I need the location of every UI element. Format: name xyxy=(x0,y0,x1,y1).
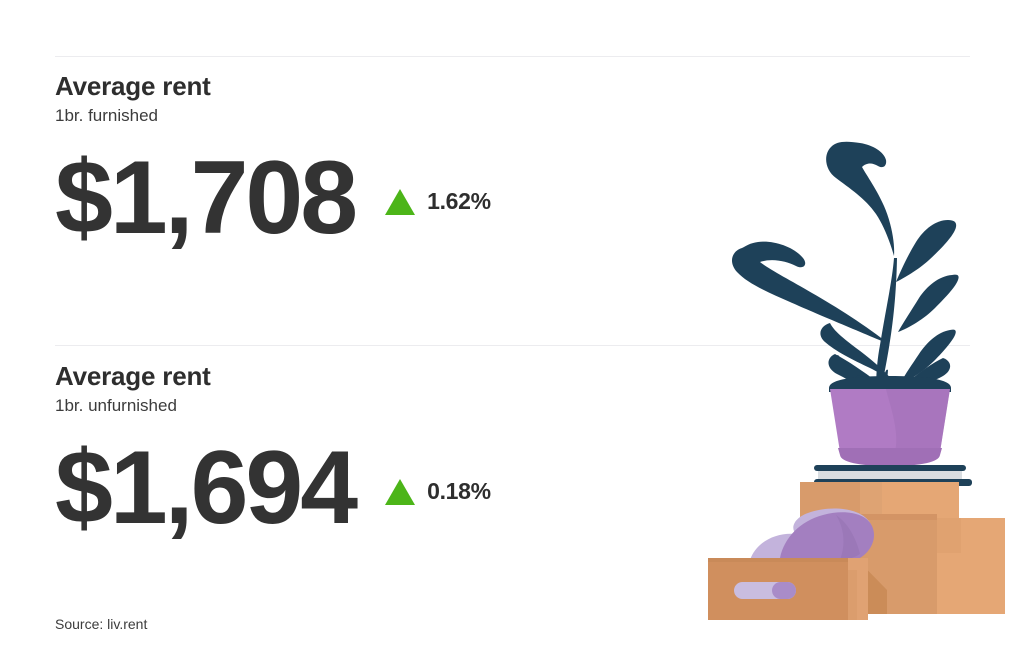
stat-value-furnished: $1,708 xyxy=(55,140,358,257)
stat-block-furnished: Average rent 1br. furnished $1,708 1.62% xyxy=(55,71,491,257)
stat-change-unfurnished: 0.18% xyxy=(385,478,491,505)
stat-value-unfurnished: $1,694 xyxy=(55,430,358,547)
stat-block-unfurnished: Average rent 1br. unfurnished $1,694 0.1… xyxy=(55,361,491,547)
moving-boxes-with-potted-plant-illustration xyxy=(690,130,1010,620)
triangle-up-icon xyxy=(385,478,416,505)
stat-title-unfurnished: Average rent xyxy=(55,361,211,391)
divider-middle xyxy=(55,345,970,346)
change-percent-furnished: 1.62% xyxy=(427,188,491,215)
change-percent-unfurnished: 0.18% xyxy=(427,478,491,505)
plant-icon xyxy=(731,141,959,395)
plant-pot xyxy=(829,376,951,466)
stat-row-unfurnished: $1,694 0.18% xyxy=(55,430,491,547)
stat-row-furnished: $1,708 1.62% xyxy=(55,140,491,257)
source-note: Source: liv.rent xyxy=(55,616,148,632)
stat-subtitle-unfurnished: 1br. unfurnished xyxy=(55,395,177,415)
divider-top xyxy=(55,56,970,57)
triangle-up-icon xyxy=(385,188,416,215)
stat-title-furnished: Average rent xyxy=(55,71,211,101)
stat-subtitle-furnished: 1br. furnished xyxy=(55,105,159,125)
moving-boxes xyxy=(708,482,1005,620)
stat-change-furnished: 1.62% xyxy=(385,188,491,215)
